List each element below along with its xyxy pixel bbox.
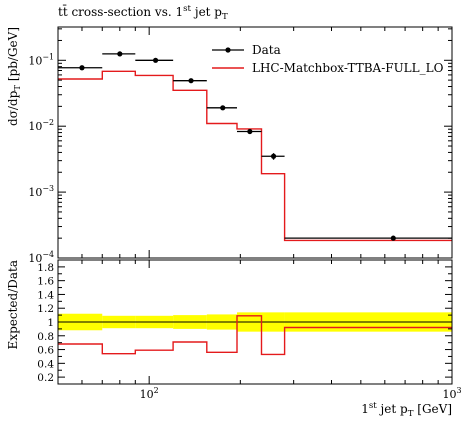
ratio-ytick-label-part: 1.6 xyxy=(37,276,54,288)
xtick-label: 103 xyxy=(442,386,461,401)
data-point xyxy=(58,65,103,71)
ratio-ytick-label-part: 1.8 xyxy=(37,262,54,274)
ratio-ytick-label: 1.8 xyxy=(37,262,54,274)
chart-title: tt̄ cross-section vs. 1st jet pT xyxy=(58,3,228,22)
data-point xyxy=(135,57,174,63)
y-axis-label-part: T xyxy=(13,85,23,91)
x-axis-label-part: 1 xyxy=(361,402,369,416)
ratio-ytick-label-part: 1.2 xyxy=(37,303,54,315)
main-ytick-label-part: 10 xyxy=(28,54,42,67)
ratio-ytick-label: 1.2 xyxy=(37,303,54,315)
chart-title-part: tt̄ cross-section vs. 1 xyxy=(58,3,183,19)
ratio-ytick-label: 0.4 xyxy=(37,358,54,370)
xtick-label-part: 10 xyxy=(140,388,154,401)
legend-mc-label-part: LHC-Matchbox-TTBA-FULL_LO xyxy=(252,61,444,75)
data-point xyxy=(173,78,207,84)
main-ytick-label: 10−4 xyxy=(28,250,54,265)
ratio-ytick-label-part: 0.6 xyxy=(37,345,54,357)
chart-title-part: st xyxy=(183,4,191,14)
data-point-marker xyxy=(270,153,277,159)
main-ytick-label-part: 10 xyxy=(28,252,42,265)
main-ytick-label: 10−1 xyxy=(28,52,54,67)
ratio-ytick-label: 0.6 xyxy=(37,345,54,357)
legend-data-label-part: Data xyxy=(252,43,281,57)
y-axis-label-part: dσ/dp xyxy=(6,90,20,126)
data-point xyxy=(102,51,136,57)
ratio-ytick-label-part: 1.4 xyxy=(37,289,54,301)
legend-data-marker xyxy=(225,47,231,53)
x-axis-label-part: [GeV] xyxy=(413,402,452,416)
data-point-marker xyxy=(117,51,123,57)
main-ytick-label-part: −1 xyxy=(42,52,54,61)
data-point xyxy=(261,153,285,160)
ratio-ytick-label: 1.6 xyxy=(37,276,54,288)
ratio-ytick-label: 1.4 xyxy=(37,289,54,301)
main-plot-frame xyxy=(57,26,453,259)
legend-mc-label: LHC-Matchbox-TTBA-FULL_LO xyxy=(252,61,444,75)
main-ytick-label: 10−2 xyxy=(28,118,54,133)
chart-title-part: T xyxy=(222,12,228,22)
ratio-ytick-label: 0.8 xyxy=(37,331,54,343)
main-ytick-label-part: −3 xyxy=(42,184,54,193)
main-ytick-label-part: 10 xyxy=(28,120,42,133)
x-axis-label-part: jet p xyxy=(377,402,408,416)
main-ytick-label: 10−3 xyxy=(28,184,54,199)
xtick-label-part: 10 xyxy=(442,388,456,401)
x-axis-label-part: T xyxy=(408,409,414,419)
data-point-marker xyxy=(152,57,159,63)
ratio-histogram-line xyxy=(58,315,452,356)
data-point-marker xyxy=(188,78,194,84)
legend-data-label: Data xyxy=(252,43,281,57)
xtick-label: 102 xyxy=(140,386,159,401)
y-axis-label-part: [pb/GeV] xyxy=(6,27,20,85)
ratio-ytick-label-part: 0.2 xyxy=(37,372,54,384)
xtick-label-part: 2 xyxy=(154,386,159,395)
main-ytick-label-part: −4 xyxy=(42,250,54,259)
ratio-ytick-label: 0.2 xyxy=(37,372,54,384)
data-point-marker xyxy=(220,105,226,111)
data-point xyxy=(236,128,262,135)
y-axis-label: dσ/dpT [pb/GeV] xyxy=(6,27,23,126)
x-axis-label: 1st jet pT [GeV] xyxy=(361,401,452,419)
xtick-label-part: 3 xyxy=(456,386,461,395)
ratio-ytick-label: 1 xyxy=(47,317,54,329)
main-ytick-label-part: −2 xyxy=(42,118,54,127)
ratio-ytick-label-part: 1 xyxy=(47,317,54,329)
main-ytick-label-part: 10 xyxy=(28,186,42,199)
ratio-ytick-label-part: 0.8 xyxy=(37,331,54,343)
data-point-marker xyxy=(390,235,396,241)
ratio-y-axis-label: Expected/Data xyxy=(6,260,20,349)
main-plot-panel: 10−110−210−310−4DataLHC-Matchbox-TTBA-FU… xyxy=(28,26,453,265)
mc-histogram-line xyxy=(58,70,452,242)
data-point-marker xyxy=(247,128,253,135)
data-point-marker xyxy=(79,65,85,71)
data-point xyxy=(206,105,237,111)
legend: Data LHC-Matchbox-TTBA-FULL_LO xyxy=(212,43,444,75)
x-axis-label-part: st xyxy=(369,401,377,411)
ratio-ytick-label-part: 0.4 xyxy=(37,358,54,370)
ratio-y-axis-label-part: Expected/Data xyxy=(6,260,20,349)
data-point xyxy=(284,235,452,241)
chart-title-part: jet p xyxy=(191,5,222,19)
